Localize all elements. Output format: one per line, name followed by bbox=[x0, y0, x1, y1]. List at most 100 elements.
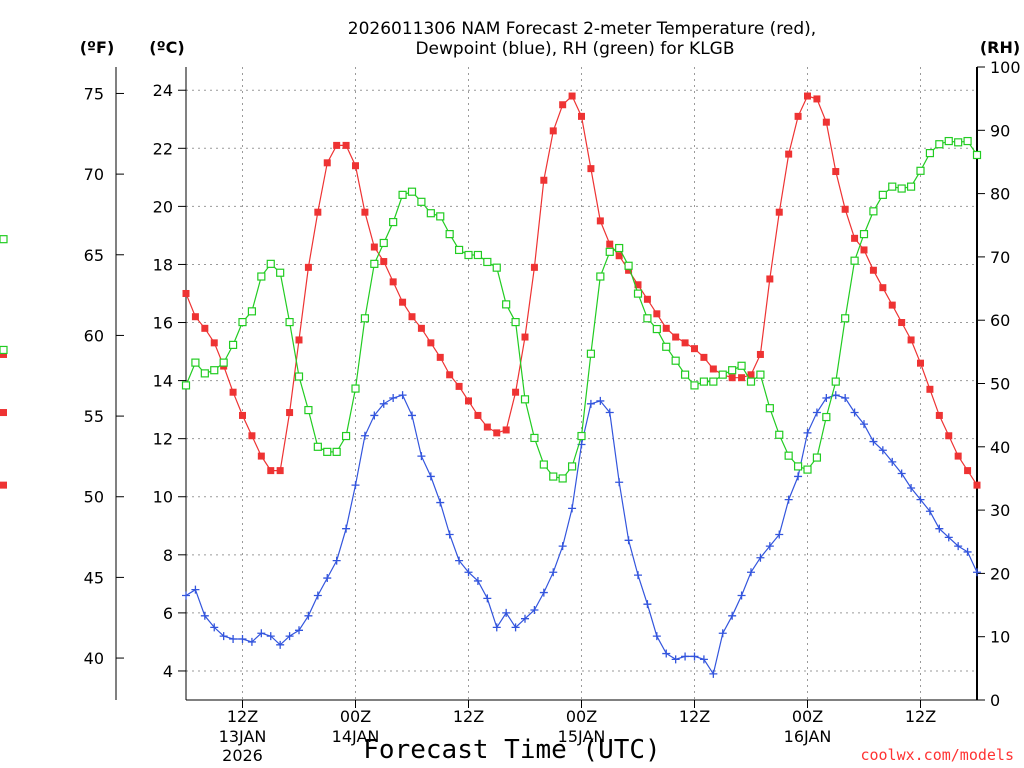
temperature-point bbox=[860, 246, 868, 254]
temperature-point bbox=[512, 388, 520, 396]
dewpoint-point bbox=[794, 472, 803, 481]
temperature-point bbox=[766, 275, 774, 283]
fahrenheit-tick-label: 40 bbox=[84, 649, 104, 668]
x-tick-label: 12Z bbox=[453, 707, 484, 726]
rh-point bbox=[492, 263, 501, 272]
rh-point bbox=[200, 369, 209, 378]
temperature-point bbox=[417, 324, 425, 332]
rh-point bbox=[662, 342, 671, 351]
dewpoint-point bbox=[276, 640, 285, 649]
rh-point bbox=[558, 474, 567, 483]
dewpoint-point bbox=[285, 632, 294, 641]
rh-point bbox=[483, 257, 492, 267]
dewpoint-point bbox=[191, 585, 200, 594]
dewpoint-point bbox=[747, 568, 755, 577]
fahrenheit-tick-label: 50 bbox=[84, 488, 104, 507]
dewpoint-point bbox=[521, 614, 529, 623]
chart-title-line-2: Dewpoint (blue), RH (green) for KLGB bbox=[415, 39, 734, 59]
dewpoint-point bbox=[436, 498, 445, 507]
dewpoint-point bbox=[634, 571, 642, 580]
temperature-point bbox=[888, 301, 896, 309]
rh-point bbox=[313, 442, 322, 451]
temperature-point bbox=[756, 350, 764, 358]
rh-point bbox=[0, 345, 8, 355]
rh-tick-label: 20 bbox=[990, 564, 1010, 583]
rh-point bbox=[191, 358, 200, 367]
rh-point bbox=[417, 197, 426, 206]
rh-point bbox=[878, 190, 887, 199]
rh-point bbox=[709, 377, 718, 386]
rh-point bbox=[426, 209, 435, 218]
rh-point bbox=[784, 451, 793, 460]
dewpoint-point bbox=[973, 568, 981, 577]
temperature-point bbox=[851, 234, 859, 242]
temperature-point bbox=[869, 266, 877, 274]
rh-point bbox=[699, 377, 709, 386]
rh-tick-label: 40 bbox=[990, 438, 1010, 457]
dewpoint-point bbox=[455, 556, 464, 565]
temperature-point bbox=[427, 339, 435, 347]
temperature-point bbox=[540, 176, 548, 184]
rh-point bbox=[436, 212, 445, 221]
temperature-point bbox=[465, 397, 472, 405]
temperature-point bbox=[370, 243, 378, 251]
dewpoint-point bbox=[200, 611, 209, 620]
rh-point bbox=[407, 187, 417, 196]
rh-point bbox=[219, 358, 228, 367]
dewpoint-point bbox=[709, 669, 718, 678]
celsius-tick-label: 12 bbox=[153, 430, 173, 449]
x-tick-date-label: 15JAN bbox=[558, 727, 606, 746]
dewpoint-point bbox=[690, 652, 699, 661]
temperature-point bbox=[907, 336, 915, 344]
temperature-point bbox=[408, 313, 416, 321]
dewpoint-point bbox=[586, 399, 595, 408]
dewpoint-point bbox=[869, 437, 878, 446]
temperature-point bbox=[0, 350, 7, 358]
temperature-point bbox=[653, 310, 661, 318]
rh-point bbox=[360, 314, 370, 323]
rh-point bbox=[511, 317, 520, 327]
fahrenheit-tick-label: 55 bbox=[84, 407, 104, 426]
temperature-point bbox=[691, 345, 698, 353]
rh-point bbox=[671, 356, 680, 365]
fahrenheit-tick-label: 45 bbox=[84, 568, 104, 587]
temperature-point bbox=[314, 208, 322, 216]
rh-point bbox=[370, 259, 379, 268]
temperature-point bbox=[747, 371, 755, 379]
credit-link[interactable]: coolwx.com/models bbox=[860, 746, 1014, 764]
temperature-point bbox=[248, 432, 256, 440]
temperature-point bbox=[0, 409, 7, 417]
rh-point bbox=[238, 317, 247, 327]
fahrenheit-axis-unit: (ºF) bbox=[80, 38, 115, 57]
dewpoint-point bbox=[549, 568, 558, 577]
dewpoint-point bbox=[417, 452, 426, 461]
rh-point bbox=[906, 182, 916, 191]
temperature-point bbox=[352, 162, 359, 170]
rh-point bbox=[294, 372, 304, 381]
temperature-point bbox=[841, 205, 849, 213]
temperature-point bbox=[945, 432, 953, 440]
temperature-point bbox=[964, 467, 972, 475]
temperature-point bbox=[625, 266, 633, 274]
celsius-tick-label: 6 bbox=[163, 604, 173, 623]
rh-point bbox=[925, 148, 935, 158]
dewpoint-point bbox=[681, 652, 690, 661]
temperature-point bbox=[474, 411, 482, 419]
rh-point bbox=[897, 184, 906, 193]
rh-point bbox=[596, 272, 605, 281]
temperature-point bbox=[973, 481, 981, 489]
dewpoint-point bbox=[370, 411, 379, 420]
dewpoint-point bbox=[841, 394, 850, 403]
temperature-point bbox=[436, 353, 444, 361]
dewpoint-point bbox=[916, 495, 925, 504]
rh-point bbox=[652, 324, 661, 334]
rh-point bbox=[257, 272, 266, 281]
dewpoint-point bbox=[728, 611, 737, 620]
dewpoint-point bbox=[878, 446, 887, 455]
dewpoint-point bbox=[860, 420, 868, 429]
dewpoint-point bbox=[775, 530, 784, 539]
rh-point bbox=[530, 433, 539, 443]
temperature-point bbox=[672, 333, 680, 341]
dewpoint-point bbox=[963, 547, 972, 556]
